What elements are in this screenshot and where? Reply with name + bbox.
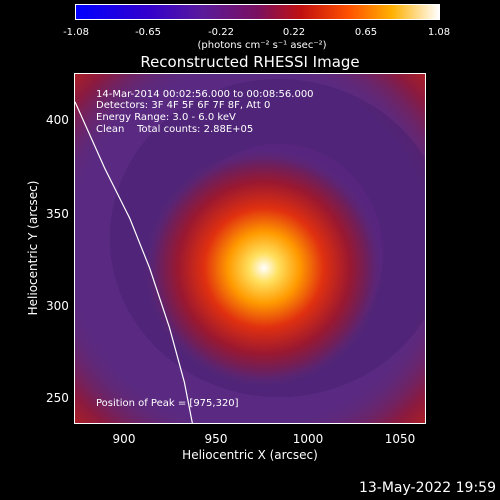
colorbar-tick-label: 1.08 [427,27,451,38]
energy-range-text: Energy Range: 3.0 - 6.0 keV [96,112,236,123]
y-tick-label: 300 [46,299,69,313]
clean-counts-text: Clean Total counts: 2.88E+05 [96,124,254,135]
colorbar-unit-label: (photons cm⁻² s⁻¹ asec⁻²) [197,40,327,51]
x-tick-label: 900 [112,432,136,446]
y-tick-label: 400 [46,113,69,127]
y-axis-label: Heliocentric Y (arcsec) [26,180,40,316]
y-tick-label: 350 [46,207,69,221]
color-bar [75,4,440,20]
x-tick-label: 1000 [292,432,324,446]
colorbar-tick-label: 0.22 [282,27,306,38]
time-range-text: 14-Mar-2014 00:02:56.000 to 00:08:56.000 [96,89,314,100]
colorbar-tick-label: 0.65 [354,27,378,38]
detectors-text: Detectors: 3F 4F 5F 6F 7F 8F, Att 0 [96,100,271,111]
x-axis-label: Heliocentric X (arcsec) [182,448,318,462]
image-title: Reconstructed RHESSI Image [140,53,360,71]
rhessi-image-plot [74,73,426,424]
colorbar-tick-label: -0.65 [135,27,161,38]
x-tick-label: 1050 [384,432,416,446]
generation-date: 13-May-2022 19:59 [358,480,496,496]
colorbar-tick-label: -0.22 [208,27,234,38]
y-tick-label: 250 [46,391,69,405]
solar-limb-line [75,101,193,423]
x-tick-label: 950 [204,432,228,446]
peak-position-text: Position of Peak = [975,320] [96,398,239,409]
colorbar-tick-label: -1.08 [63,27,89,38]
